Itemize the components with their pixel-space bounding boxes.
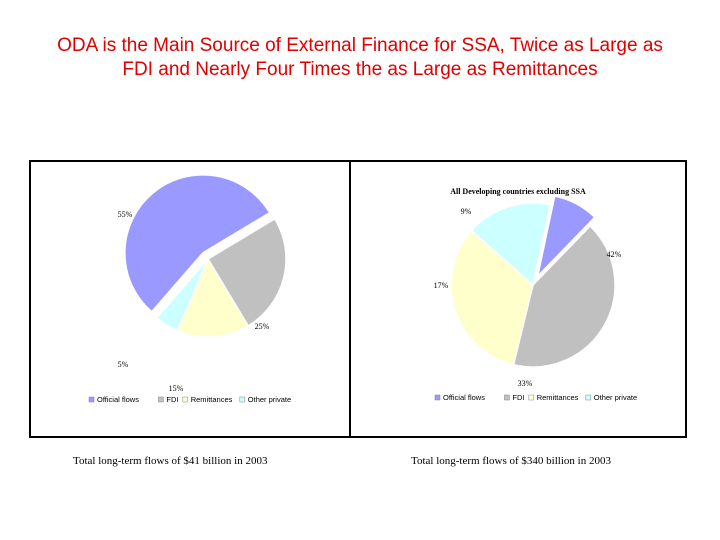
- data-label-official-flows: 55%: [118, 210, 133, 219]
- data-label-official-flows: 9%: [461, 207, 472, 216]
- legend-label-other-private: Other private: [248, 395, 291, 404]
- legend-label-other-private: Other private: [594, 393, 637, 402]
- pie-slice-other-private: [155, 258, 209, 332]
- pie-slice-other-private: [470, 202, 551, 287]
- pie-slice-remittances: [450, 229, 534, 366]
- charts-frame: SSA55%25%15%5%Official flowsFDIRemittanc…: [29, 160, 687, 438]
- legend-swatch-fdi: [158, 396, 164, 403]
- legend-swatch-remittances: [528, 394, 534, 401]
- legend-label-official-flows: Official flows: [443, 393, 485, 402]
- legend-swatch-official-flows: [434, 394, 441, 401]
- pie-slice-remittances: [176, 257, 250, 338]
- legend-label-remittances: Remittances: [537, 393, 579, 402]
- ssa-total-caption: Total long-term flows of $41 billion in …: [73, 455, 268, 467]
- chart-title: All Developing countries excluding SSA: [450, 187, 586, 196]
- legend-label-fdi: FDI: [512, 393, 524, 402]
- pie-slice-fdi: [512, 225, 616, 368]
- developing-total-caption: Total long-term flows of $340 billion in…: [411, 455, 611, 467]
- ssa-pie-chart: SSA55%25%15%5%Official flowsFDIRemittanc…: [88, 174, 291, 404]
- pie-slice-official-flows: [536, 195, 596, 279]
- legend-swatch-other-private: [585, 394, 592, 401]
- legend-label-remittances: Remittances: [191, 395, 233, 404]
- pie-slice-fdi: [206, 217, 287, 327]
- title-line-2: FDI and Nearly Four Times the as Large a…: [122, 59, 598, 80]
- data-label-remittances: 33%: [518, 379, 533, 388]
- slide-title: ODA is the Main Source of External Finan…: [0, 34, 720, 82]
- data-label-other-private: 17%: [434, 281, 449, 290]
- legend-swatch-fdi: [504, 394, 510, 401]
- chart-legend: Official flows FDI Remittances Other privat…: [434, 393, 637, 402]
- legend-label-fdi: FDI: [166, 395, 178, 404]
- pie-slice-official-flows: [124, 174, 271, 313]
- title-line-1: ODA is the Main Source of External Finan…: [57, 35, 663, 56]
- ssa-chart-panel: SSA55%25%15%5%Official flowsFDIRemittanc…: [31, 162, 351, 436]
- legend-swatch-official-flows: [88, 396, 95, 403]
- data-label-fdi: 25%: [255, 322, 270, 331]
- legend-label-official-flows: Official flows: [97, 395, 139, 404]
- data-label-remittances: 15%: [169, 384, 184, 393]
- developing-chart-panel: All Developing countries excluding SSA 9%…: [353, 162, 685, 436]
- chart-legend: Official flows FDI Remittances Other privat…: [88, 395, 291, 404]
- data-label-other-private: 5%: [118, 360, 129, 369]
- legend-swatch-other-private: [239, 396, 246, 403]
- developing-pie-chart: All Developing countries excluding SSA 9%…: [434, 187, 637, 402]
- data-label-fdi: 42%: [607, 250, 622, 259]
- legend-swatch-remittances: [182, 396, 188, 403]
